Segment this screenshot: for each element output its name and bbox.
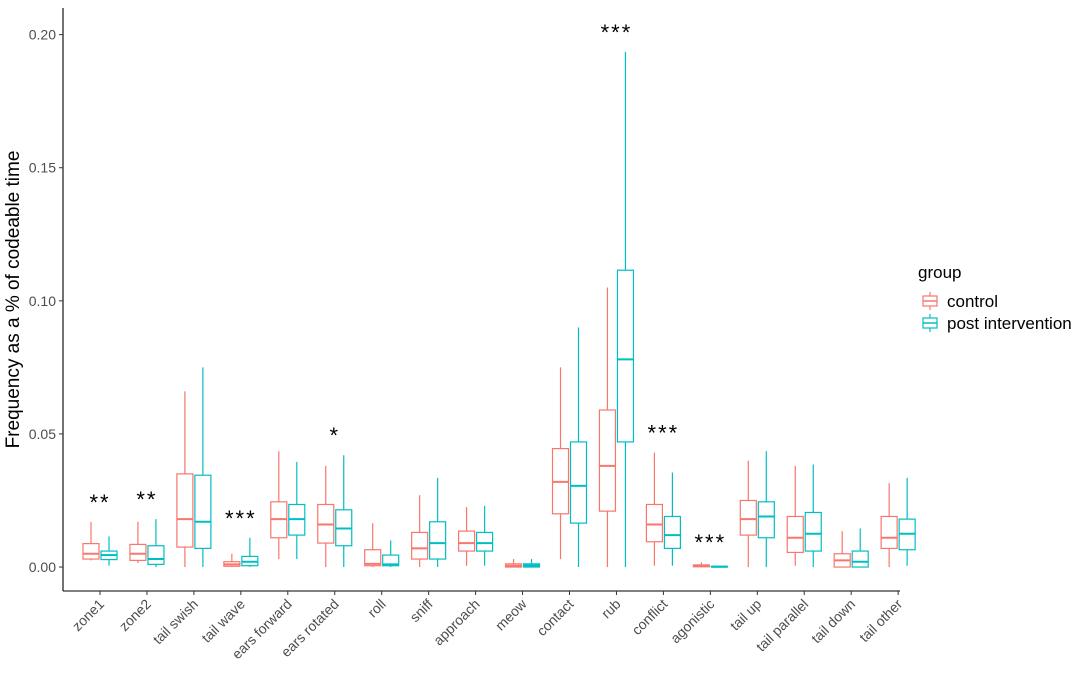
legend-label: control (947, 292, 998, 311)
box-body (880, 515, 898, 550)
box-body (147, 545, 165, 565)
box-body (129, 543, 147, 561)
legend-title: group (918, 263, 961, 282)
box-post-intervention-agonistic (710, 565, 728, 568)
box-body (382, 554, 400, 567)
box-post-intervention-meow (522, 559, 541, 568)
x-tick-label: contact (533, 596, 576, 639)
y-tick-label: 0.05 (29, 426, 56, 442)
box-post-intervention-ears-forward (288, 461, 306, 560)
box-body (194, 474, 212, 550)
box-control-rub (598, 287, 617, 568)
box-body (786, 515, 804, 553)
box-post-intervention-sniff (429, 477, 447, 568)
labels: Frequency as a % of codeable time** *****… (3, 20, 727, 555)
legend-label: post intervention (947, 314, 1072, 333)
box-body (476, 531, 494, 552)
x-tick-label: tail up (727, 596, 765, 634)
x-tick-label: conflict (628, 596, 670, 638)
x-tick-label: rub (598, 596, 624, 622)
box-control-tail-down (833, 531, 851, 568)
box-control-tail-swish (176, 391, 194, 568)
box-control-meow (504, 559, 523, 568)
y-tick-label: 0.20 (29, 27, 56, 43)
box-body (663, 515, 682, 550)
legend: group control post intervention (918, 263, 1072, 333)
box-control-ears-forward (270, 451, 288, 560)
x-tick-label: meow (492, 595, 530, 633)
box-post-intervention-zone1 (100, 536, 118, 566)
x-tick-label: approach (430, 596, 483, 649)
box-body (645, 503, 664, 543)
x-tick-label: sniff (406, 596, 435, 625)
box-control-tail-parallel (786, 465, 804, 566)
significance-label: ** (89, 490, 110, 515)
x-tick-label: zone2 (116, 596, 154, 634)
box-body (757, 501, 775, 539)
y-tick-label: 0.00 (29, 559, 56, 575)
box-post-intervention-tail-other (898, 477, 916, 566)
x-tick-label: roll (364, 596, 389, 621)
box-post-intervention-tail-swish (194, 367, 212, 568)
x-tick-label: zone1 (69, 596, 107, 634)
box-post-intervention-rub (616, 51, 635, 568)
significance-label: *** (225, 506, 257, 531)
box-body (176, 473, 194, 548)
x-tick-label: agonistic (667, 596, 717, 646)
box-control-contact (551, 367, 570, 560)
box-control-tail-wave (223, 553, 241, 568)
box-post-intervention-tail-wave (241, 537, 259, 568)
legend-item-post-intervention: post intervention (922, 314, 1072, 333)
box-body (429, 521, 447, 560)
box-body (458, 530, 476, 552)
y-axis-title: Frequency as a % of codeable time (3, 151, 24, 449)
significance-label: ** (136, 487, 157, 512)
box-body (364, 549, 382, 567)
box-control-zone2 (129, 521, 147, 564)
box-post-intervention-tail-up (757, 451, 775, 568)
box-post-intervention-zone2 (147, 519, 165, 568)
significance-label: *** (601, 20, 633, 45)
box-control-tail-up (739, 460, 757, 568)
boxes (82, 51, 916, 568)
box-post-intervention-approach (476, 505, 494, 566)
box-post-intervention-tail-down (851, 528, 869, 568)
significance-label: *** (695, 530, 727, 555)
box-control-tail-other (880, 483, 898, 568)
x-tick-label: tail down (808, 596, 858, 646)
y-tick-label: 0.10 (29, 293, 56, 309)
box-control-sniff (411, 495, 429, 568)
box-post-intervention-roll (382, 540, 400, 568)
box-post-intervention-tail-parallel (804, 464, 822, 568)
box-control-approach (458, 507, 476, 566)
box-post-intervention-contact (569, 327, 588, 568)
box-control-roll (364, 523, 382, 568)
significance-label: *** (648, 421, 680, 446)
box-body (569, 441, 588, 524)
box-post-intervention-ears-rotated (335, 455, 353, 568)
box-body (411, 531, 429, 560)
box-control-ears-rotated (317, 465, 335, 568)
box-control-zone1 (82, 521, 100, 561)
box-body (616, 269, 635, 443)
box-post-intervention-conflict (663, 472, 682, 566)
x-tick-label: tail swish (150, 596, 201, 647)
box-body (739, 499, 757, 536)
legend-item-control: control (922, 292, 998, 311)
box-body (598, 409, 617, 512)
x-tick-label: tail other (856, 596, 906, 646)
box-control-agonistic (692, 562, 710, 568)
significance-label: * (329, 423, 340, 448)
box-body (851, 550, 869, 568)
box-body (82, 543, 100, 560)
y-tick-label: 0.15 (29, 160, 56, 176)
box-control-conflict (645, 452, 664, 566)
box-body (804, 511, 822, 552)
